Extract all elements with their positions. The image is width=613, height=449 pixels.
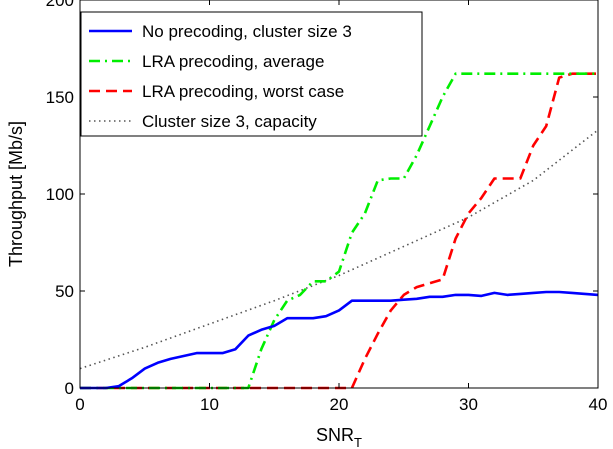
legend-box — [80, 11, 423, 137]
series-line-3 — [79, 129, 599, 370]
x-axis-title: SNRT — [316, 425, 362, 449]
legend-label-0: No precoding, cluster size 3 — [142, 22, 352, 41]
y-tick-label: 100 — [46, 185, 74, 204]
x-tick-label: 0 — [75, 395, 84, 414]
y-tick-label: 200 — [46, 0, 74, 10]
legend-label-3: Cluster size 3, capacity — [142, 112, 317, 131]
legend: No precoding, cluster size 3 LRA precodin… — [80, 11, 423, 137]
legend-label-1: LRA precoding, average — [142, 52, 324, 71]
x-tick-label: 40 — [589, 395, 608, 414]
x-tick-label: 30 — [459, 395, 478, 414]
x-tick-label: 10 — [200, 395, 219, 414]
y-tick-label: 50 — [55, 282, 74, 301]
x-tick-label: 20 — [330, 395, 349, 414]
y-axis-title: Throughput [Mb/s] — [6, 121, 26, 267]
y-tick-label: 150 — [46, 88, 74, 107]
y-tick-label: 0 — [65, 379, 74, 398]
series-line-0 — [80, 290, 599, 390]
tick-layer: 0 10 20 30 40 0 50 100 150 200 — [46, 0, 608, 414]
legend-label-2: LRA precoding, worst case — [142, 82, 344, 101]
